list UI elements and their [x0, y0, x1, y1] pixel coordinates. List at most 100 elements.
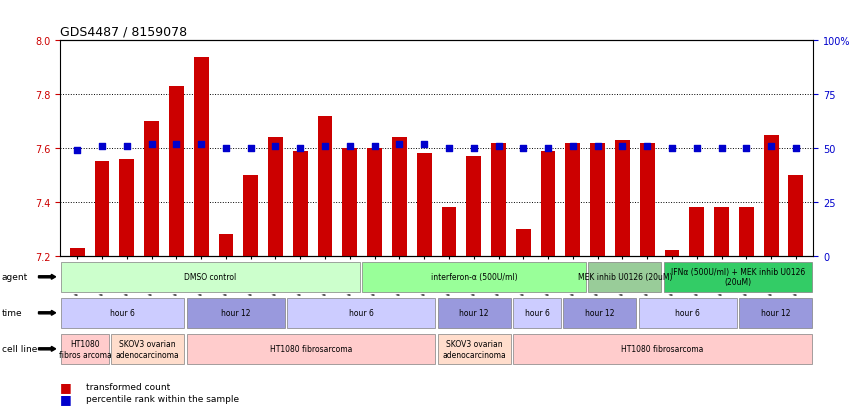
Bar	[193, 57, 209, 256]
Bar	[664, 251, 680, 256]
Text: agent: agent	[2, 273, 28, 282]
Point	[95, 143, 109, 150]
Point	[169, 141, 183, 148]
Bar	[144, 122, 159, 256]
Bar	[293, 152, 307, 256]
Text: hour 6: hour 6	[348, 309, 374, 318]
Text: hour 6: hour 6	[525, 309, 550, 318]
Bar	[362, 262, 586, 292]
Point	[665, 145, 679, 152]
Point	[244, 145, 258, 152]
Bar	[513, 334, 812, 364]
Text: hour 6: hour 6	[675, 309, 700, 318]
Bar	[169, 87, 184, 256]
Bar	[739, 208, 754, 256]
Bar	[417, 154, 431, 256]
Text: DMSO control: DMSO control	[184, 273, 237, 282]
Bar	[491, 143, 506, 256]
Text: cell line: cell line	[2, 344, 37, 354]
Text: SKOV3 ovarian
adenocarcinoma: SKOV3 ovarian adenocarcinoma	[116, 339, 180, 358]
Bar	[689, 208, 704, 256]
Bar	[639, 298, 737, 328]
Point	[145, 141, 158, 148]
Bar	[95, 162, 110, 256]
Bar	[541, 152, 556, 256]
Text: time: time	[2, 309, 22, 318]
Bar	[70, 248, 85, 256]
Point	[368, 143, 382, 150]
Bar	[61, 262, 360, 292]
Bar	[663, 262, 812, 292]
Bar	[187, 298, 285, 328]
Bar	[61, 298, 184, 328]
Text: SKOV3 ovarian
adenocarcinoma: SKOV3 ovarian adenocarcinoma	[443, 339, 506, 358]
Point	[343, 143, 357, 150]
Bar	[639, 143, 655, 256]
Bar	[615, 141, 630, 256]
Bar	[467, 157, 481, 256]
Point	[640, 143, 654, 150]
Text: transformed count: transformed count	[86, 382, 169, 391]
Bar	[588, 262, 662, 292]
Bar	[590, 143, 605, 256]
Bar	[566, 143, 580, 256]
Point	[70, 147, 84, 154]
Point	[491, 143, 505, 150]
Point	[690, 145, 704, 152]
Bar	[187, 334, 436, 364]
Point	[541, 145, 555, 152]
Bar	[442, 208, 456, 256]
Bar	[318, 116, 332, 256]
Text: interferon-α (500U/ml): interferon-α (500U/ml)	[431, 273, 518, 282]
Bar	[437, 334, 511, 364]
Bar	[513, 298, 561, 328]
Text: hour 12: hour 12	[460, 309, 489, 318]
Bar	[342, 149, 357, 256]
Bar	[218, 235, 234, 256]
Point	[269, 143, 282, 150]
Point	[318, 143, 332, 150]
Text: IFNα (500U/ml) + MEK inhib U0126
(20uM): IFNα (500U/ml) + MEK inhib U0126 (20uM)	[671, 268, 805, 287]
Text: MEK inhib U0126 (20uM): MEK inhib U0126 (20uM)	[578, 273, 672, 282]
Bar	[764, 135, 778, 256]
Bar	[563, 298, 636, 328]
Point	[393, 141, 407, 148]
Text: HT1080
fibros arcoma: HT1080 fibros arcoma	[59, 339, 111, 358]
Point	[219, 145, 233, 152]
Text: HT1080 fibrosarcoma: HT1080 fibrosarcoma	[621, 344, 704, 354]
Point	[789, 145, 803, 152]
Bar	[119, 159, 134, 256]
Text: hour 12: hour 12	[761, 309, 790, 318]
Bar	[714, 208, 729, 256]
Point	[615, 143, 629, 150]
Bar	[61, 334, 109, 364]
Point	[591, 143, 604, 150]
Point	[194, 141, 208, 148]
Text: hour 6: hour 6	[110, 309, 135, 318]
Point	[418, 141, 431, 148]
Bar	[287, 298, 436, 328]
Bar	[268, 138, 283, 256]
Point	[715, 145, 728, 152]
Bar	[392, 138, 407, 256]
Bar	[437, 298, 511, 328]
Text: HT1080 fibrosarcoma: HT1080 fibrosarcoma	[270, 344, 352, 354]
Point	[566, 143, 580, 150]
Text: ■: ■	[60, 392, 72, 406]
Bar	[516, 229, 531, 256]
Point	[516, 145, 530, 152]
Point	[120, 143, 134, 150]
Text: GDS4487 / 8159078: GDS4487 / 8159078	[60, 26, 187, 39]
Point	[294, 145, 307, 152]
Point	[740, 145, 753, 152]
Bar	[788, 176, 803, 256]
Point	[764, 143, 778, 150]
Text: hour 12: hour 12	[585, 309, 615, 318]
Bar	[367, 149, 382, 256]
Text: percentile rank within the sample: percentile rank within the sample	[86, 394, 239, 404]
Bar	[243, 176, 259, 256]
Bar	[739, 298, 812, 328]
Text: hour 12: hour 12	[221, 309, 251, 318]
Bar	[111, 334, 184, 364]
Point	[467, 145, 480, 152]
